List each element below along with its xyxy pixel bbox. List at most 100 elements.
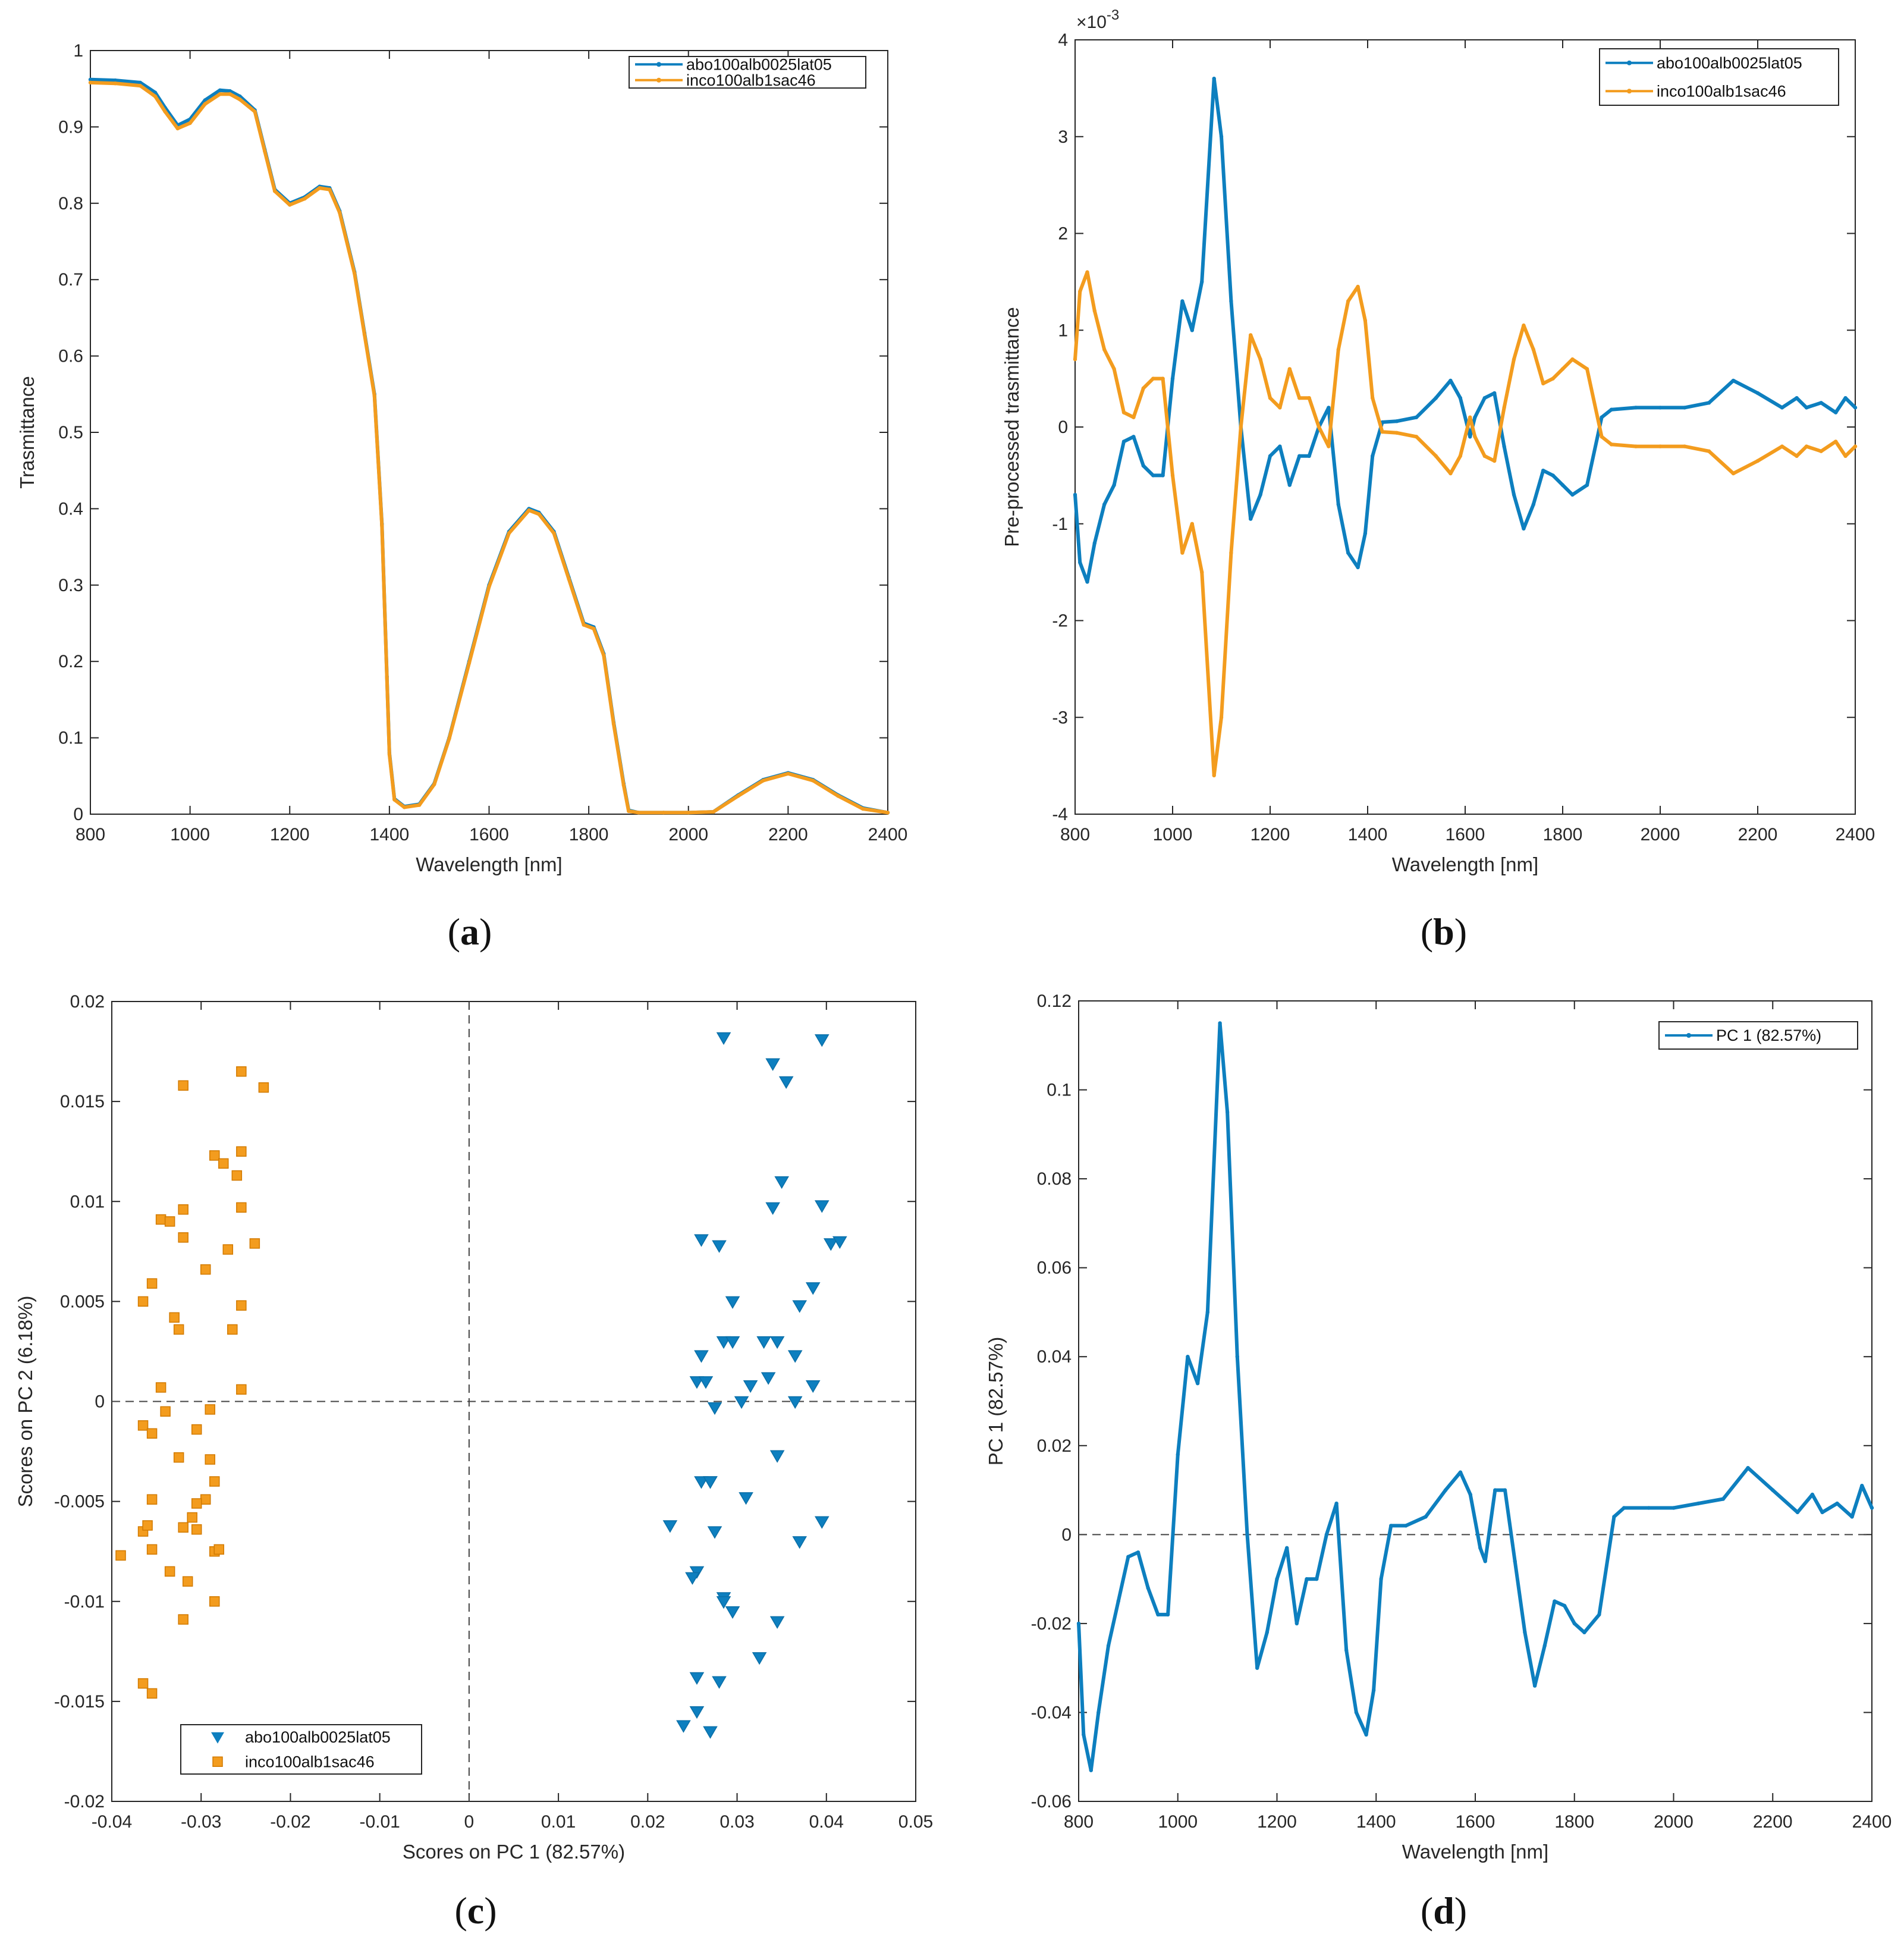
x-tick-label: 1200 [1251,825,1290,844]
legend-label: abo100alb0025lat05 [686,55,832,73]
caption-close-paren: ) [479,911,492,953]
scatter-point-square [200,1494,211,1505]
data-point [238,98,242,102]
data-point [1513,1559,1517,1564]
data-point [1363,318,1368,323]
data-point [1870,1506,1874,1510]
data-point [1132,435,1136,439]
scatter-point-square [178,1080,188,1091]
scatter-point-triangle [739,1492,753,1505]
data-point [1346,299,1350,303]
y-axis-label: Scores on PC 2 (6.18%) [14,1296,36,1508]
x-tick-label: -0.02 [270,1812,310,1832]
data-point [1336,347,1340,351]
data-point [1585,483,1589,487]
data-point [1482,396,1487,400]
data-point [1285,1546,1289,1550]
scatter-point-triangle [814,1034,830,1047]
data-point [188,121,192,125]
x-tick-label: 1800 [569,825,609,844]
scatter-point-square [218,1158,229,1169]
data-point [1356,284,1360,289]
data-point [1755,391,1760,395]
data-point [487,585,491,589]
data-point [1443,1488,1448,1492]
y-tick-label: 0.04 [1037,1347,1072,1367]
panel-b: 800 1000 1200 1400 1600 1800 2000 2200 2400 -4 -3 -… [1001,7,1875,953]
y-tick-label: 0.005 [60,1292,105,1311]
data-point [1170,473,1175,478]
data-point [1268,454,1273,458]
caption-open-paren: ( [1421,911,1433,953]
scatter-point-triangle [689,1706,705,1719]
data-point [1219,134,1224,139]
data-point [1085,270,1089,274]
data-point [337,211,342,215]
data-point [1092,309,1097,313]
scatter-point-triangle [694,1234,709,1247]
x-tick-label: 2200 [1753,1812,1793,1832]
scatter-point-triangle [792,1536,808,1549]
data-point [1078,289,1082,294]
data-point [1212,773,1216,778]
x-tick-label: 1000 [1153,825,1193,844]
scatter-point-triangle [716,1336,731,1349]
data-point [1541,381,1545,385]
scatter-point-square [146,1494,158,1505]
data-point [786,771,790,776]
scatter-point-triangle [725,1336,740,1349]
scatter-point-triangle [707,1402,722,1415]
data-point [1190,328,1195,332]
legend-label: abo100alb0025lat05 [245,1728,391,1746]
y-tick-label: 1 [1058,321,1068,340]
data-point [1780,444,1784,448]
data-point [318,186,322,190]
x-tick-label: 1600 [469,825,509,844]
data-point [1570,357,1575,362]
data-point [253,109,257,114]
data-point [203,102,207,106]
data-point [1582,1630,1586,1634]
data-point [1229,551,1233,555]
legend-label: abo100alb0025lat05 [1657,54,1802,72]
scatter-point-triangle [761,1372,776,1385]
scatter-point-square [164,1566,175,1577]
scatter-point-triangle [769,1616,785,1629]
data-point [1268,396,1273,400]
scatter-point-square [178,1614,188,1625]
scatter-point-square [160,1406,171,1417]
data-point [1121,410,1126,415]
x-tick-label: 1200 [1257,1812,1297,1832]
data-point [1647,1506,1651,1510]
data-point [1235,1355,1239,1359]
data-point [1531,503,1535,507]
data-point [1116,1599,1120,1603]
y-tick-label: 0.015 [60,1092,105,1112]
scatter-point-square [258,1082,269,1093]
data-point [1707,449,1711,453]
data-point [1551,376,1555,381]
legend-label: inco100alb1sac46 [686,71,816,89]
data-point [1600,435,1604,439]
scatter-point-triangle [752,1652,767,1665]
scatter-point-triangle [694,1476,709,1489]
data-point [1523,1630,1527,1634]
y-tick-label: -4 [1052,805,1068,824]
scatter-point-square [231,1170,243,1181]
data-point [1317,425,1321,429]
data-point [1295,1621,1299,1626]
data-point [1249,333,1253,337]
data-point [417,803,422,807]
caption-letter: b [1433,911,1454,953]
data-point [467,661,472,665]
scatter-point-square [146,1688,158,1699]
x-tick-label: 2400 [1836,825,1875,844]
data-point [507,531,511,535]
data-point [1449,378,1453,383]
data-point [1354,1710,1359,1715]
data-point [1371,1688,1376,1693]
data-point [1721,1497,1726,1501]
data-point [432,782,436,787]
data-point [1141,463,1146,468]
scatter-point-square [142,1520,153,1531]
